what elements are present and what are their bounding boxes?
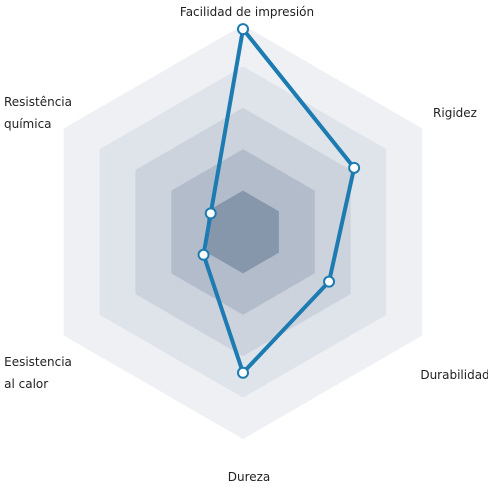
radar-point (204, 207, 217, 220)
radar-point (237, 23, 249, 36)
radar-point (323, 275, 336, 288)
category-label: Facilidad de impresión (179, 5, 315, 19)
category-label: Rigidez (433, 106, 477, 120)
category-label: Durabilidad (420, 368, 488, 382)
radar-point (237, 366, 249, 379)
category-label: Eesistencia al calor (4, 355, 72, 391)
radar-point (197, 248, 210, 261)
radar-ring (207, 190, 279, 274)
category-label: Resistência química (4, 95, 72, 131)
radar-point (348, 161, 361, 174)
category-label: Dureza (227, 470, 271, 484)
